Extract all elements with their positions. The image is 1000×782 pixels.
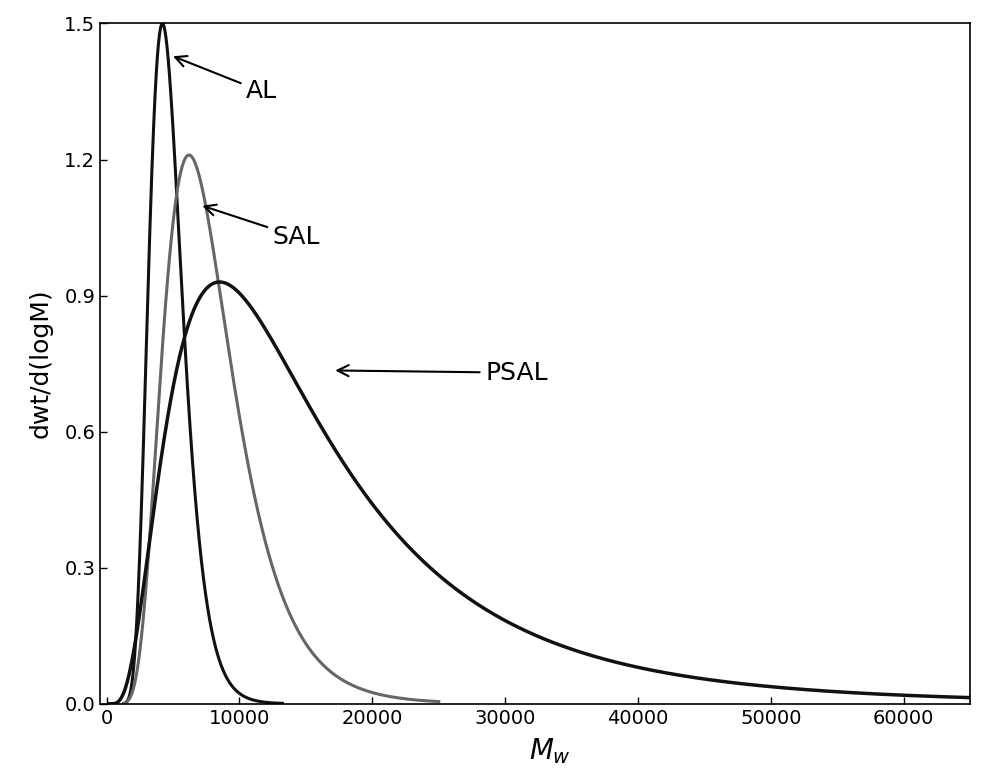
Text: $M_w$: $M_w$ bbox=[529, 737, 571, 766]
Text: SAL: SAL bbox=[204, 205, 320, 249]
Y-axis label: dwt/d(logM): dwt/d(logM) bbox=[29, 289, 53, 439]
Text: PSAL: PSAL bbox=[338, 361, 548, 385]
Text: AL: AL bbox=[175, 56, 277, 103]
